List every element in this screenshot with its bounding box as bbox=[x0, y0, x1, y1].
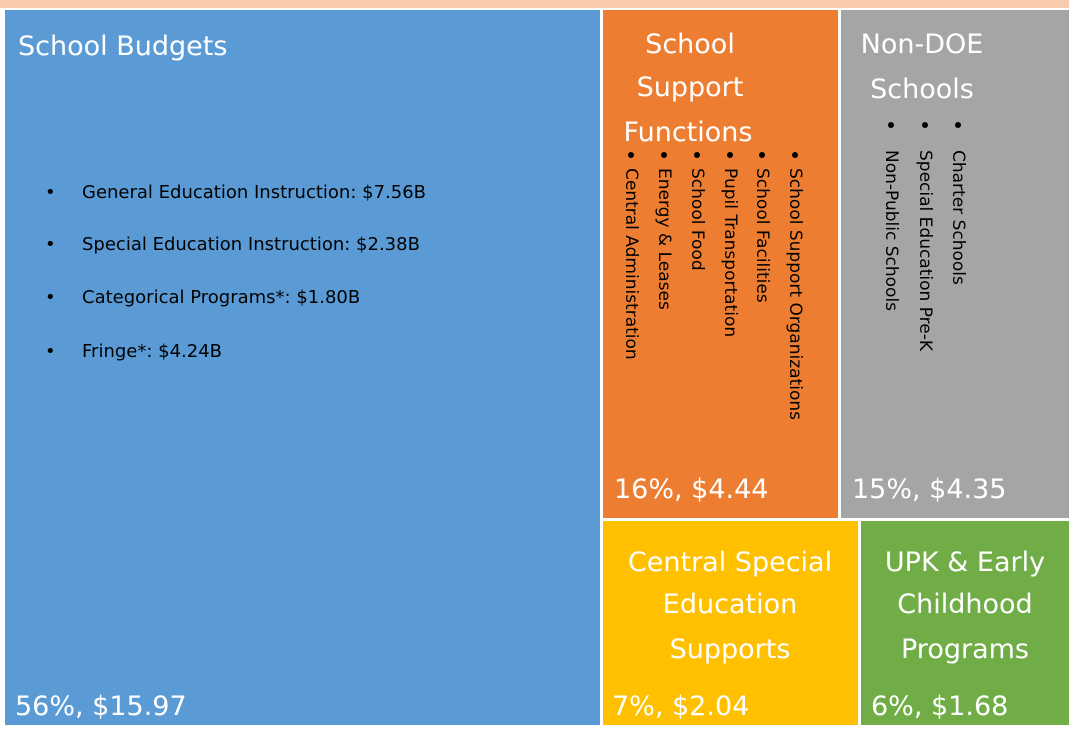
item: Energy & Leases bbox=[654, 168, 674, 310]
bullet: • bbox=[45, 287, 56, 308]
title: Programs bbox=[901, 634, 1029, 665]
support-box bbox=[603, 10, 838, 518]
label: 6%, $1.68 bbox=[871, 691, 1009, 722]
label: 7%, $2.04 bbox=[612, 691, 750, 722]
item: Central Administration bbox=[621, 168, 641, 360]
item: Categorical Programs*: $1.80B bbox=[82, 287, 361, 308]
item: Fringe*: $4.24B bbox=[82, 341, 223, 362]
title: Supports bbox=[669, 634, 791, 665]
title: Schools bbox=[870, 74, 974, 105]
bullet bbox=[888, 122, 894, 128]
bullet bbox=[955, 122, 961, 128]
top-strip bbox=[0, 0, 1069, 8]
item: Special Education Instruction: $2.38B bbox=[82, 234, 420, 255]
title: Functions bbox=[623, 117, 753, 148]
bullet bbox=[628, 152, 634, 158]
item: Non-Public Schools bbox=[881, 150, 901, 312]
non-doe-box bbox=[841, 10, 1069, 518]
label: 16%, $4.44 bbox=[614, 474, 769, 505]
item: Charter Schools bbox=[948, 150, 968, 285]
title: Education bbox=[662, 589, 798, 620]
item: School Facilities bbox=[752, 168, 772, 303]
title: Central Special bbox=[627, 547, 833, 578]
item: School Support Organizations bbox=[785, 168, 805, 420]
bullet bbox=[759, 152, 765, 158]
item: General Education Instruction: $7.56B bbox=[82, 182, 426, 203]
bullet: • bbox=[45, 341, 56, 362]
item: Special Education Pre-K bbox=[915, 150, 935, 352]
bullet bbox=[694, 152, 700, 158]
title: School bbox=[645, 29, 735, 60]
upk-box bbox=[861, 521, 1069, 725]
title: Support bbox=[636, 72, 744, 103]
title: UPK & Early bbox=[884, 547, 1046, 578]
bullet bbox=[792, 152, 798, 158]
label: 15%, $4.35 bbox=[852, 474, 1007, 505]
bullet bbox=[727, 152, 733, 158]
title: Non-DOE bbox=[860, 29, 984, 60]
item: School Food bbox=[687, 168, 707, 271]
title: Childhood bbox=[897, 589, 1033, 620]
bullet: • bbox=[45, 182, 56, 203]
central-sped-box bbox=[603, 521, 858, 725]
school-budgets-box bbox=[5, 10, 600, 725]
bullet bbox=[661, 152, 667, 158]
title: School Budgets bbox=[18, 31, 228, 62]
bullet bbox=[922, 122, 928, 128]
item: Pupil Transportation bbox=[720, 168, 740, 338]
label: 56%, $15.97 bbox=[15, 691, 187, 722]
bullet: • bbox=[45, 234, 56, 255]
